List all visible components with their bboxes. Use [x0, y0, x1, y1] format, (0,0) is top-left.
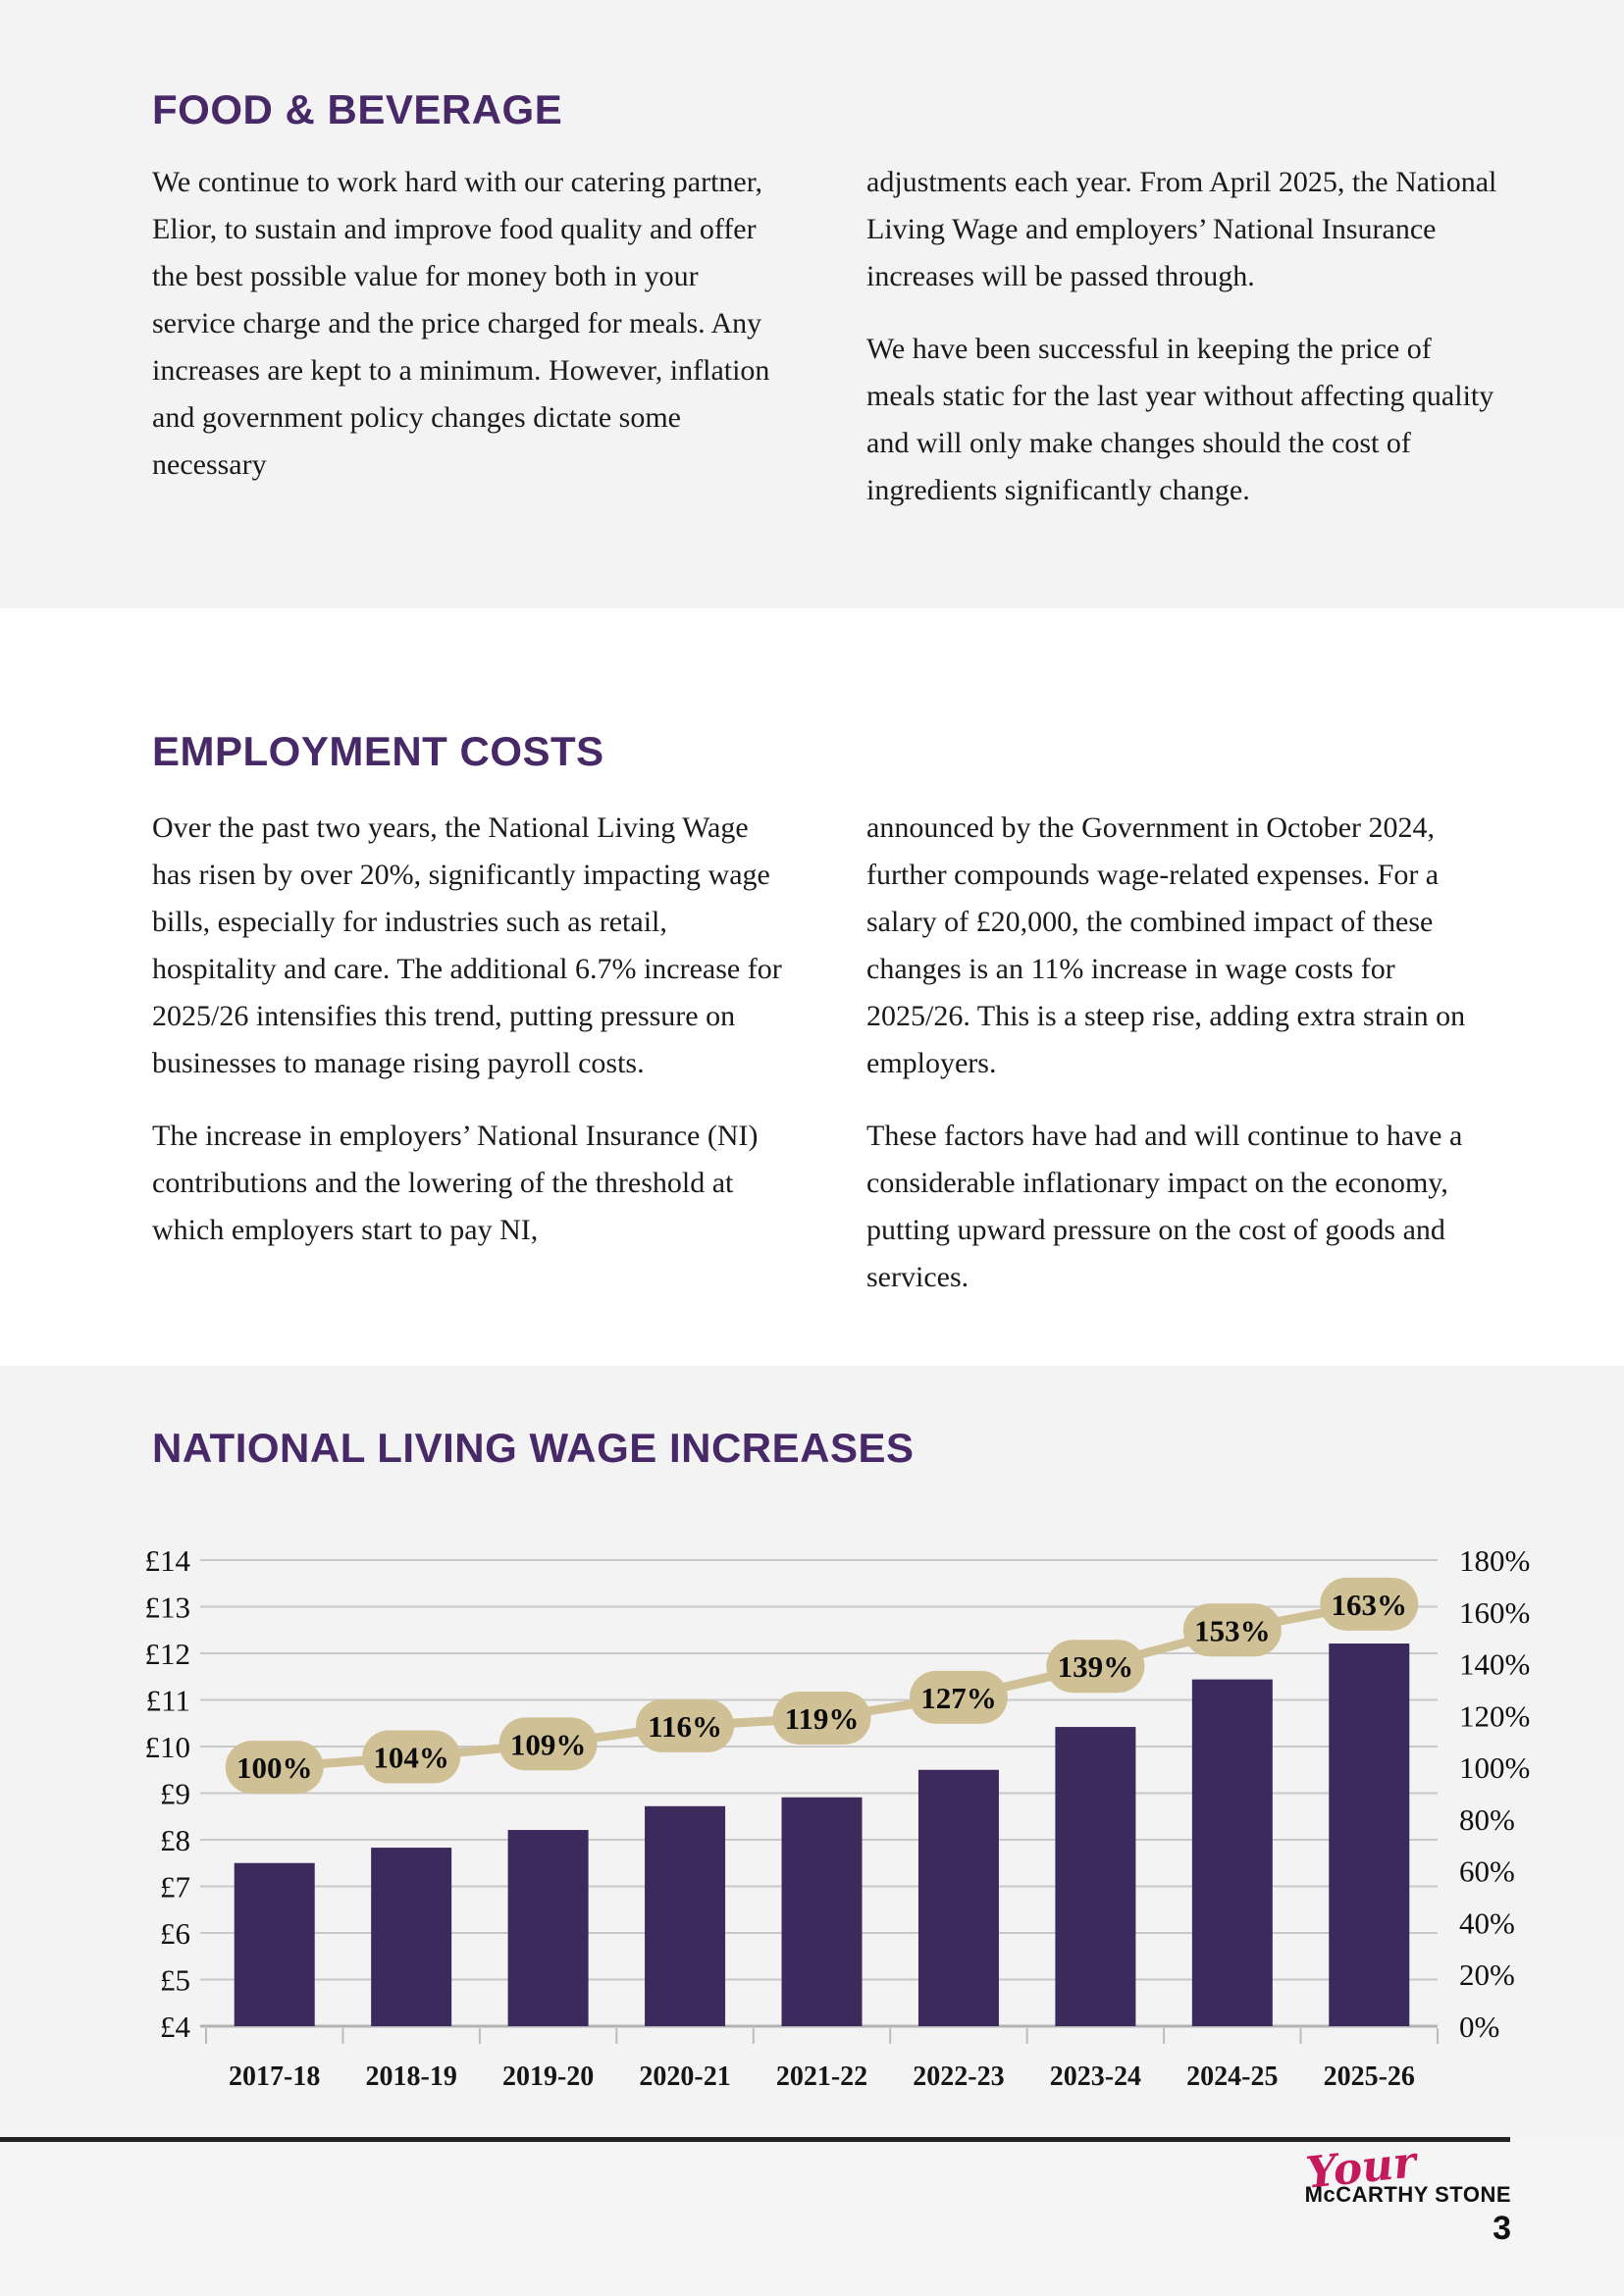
- x-category-label: 2019-20: [502, 2061, 594, 2092]
- employment-costs-heading: EMPLOYMENT COSTS: [152, 728, 604, 774]
- percentage-pill: [362, 1730, 461, 1784]
- bar-2019-20: [507, 1830, 589, 2026]
- page-footer: Your McCARTHY STONE 3: [0, 2137, 1624, 2296]
- right-axis-tick-label: 100%: [1459, 1750, 1530, 1785]
- x-category-label: 2025-26: [1324, 2061, 1415, 2092]
- left-axis-tick-label: £6: [160, 1916, 190, 1951]
- paragraph: We have been successful in keeping the p…: [866, 333, 1494, 506]
- percentage-pill-label: 127%: [920, 1681, 997, 1715]
- percentage-pill: [772, 1691, 871, 1745]
- right-axis-tick-label: 0%: [1459, 2009, 1499, 2044]
- chart-section: NATIONAL LIVING WAGE INCREASES £4 £5 £6 £7 £…: [0, 1366, 1624, 2137]
- food-beverage-col1: We continue to work hard with our cateri…: [152, 159, 788, 540]
- left-axis-tick-label: £4: [160, 2009, 191, 2044]
- food-beverage-heading: FOOD & BEVERAGE: [152, 86, 563, 132]
- left-axis-tick-label: £13: [145, 1591, 191, 1625]
- employment-costs-col2: announced by the Government in October 2…: [866, 805, 1502, 1327]
- paragraph: adjustments each year. From April 2025, …: [866, 166, 1497, 292]
- percentage-pill-label: 116%: [648, 1709, 722, 1744]
- left-axis-tick-label: £9: [160, 1777, 190, 1811]
- right-axis-tick-label: 60%: [1459, 1854, 1515, 1889]
- x-category-label: 2023-24: [1050, 2061, 1141, 2092]
- x-category-label: 2021-22: [776, 2061, 867, 2092]
- percentage-pill-label: 109%: [510, 1727, 587, 1761]
- food-beverage-columns: We continue to work hard with our cateri…: [152, 159, 1502, 540]
- percentage-pill: [909, 1670, 1008, 1724]
- x-category-label: 2024-25: [1186, 2061, 1278, 2092]
- food-beverage-col2: adjustments each year. From April 2025, …: [866, 159, 1502, 540]
- nlw-chart: £4 £5 £6 £7 £8 £9 £10 £11 £12 £13 £14 0% 20% 40% 60% 80…: [93, 1536, 1531, 2124]
- left-axis-tick-label: £8: [160, 1823, 190, 1857]
- percentage-pill-label: 119%: [785, 1701, 860, 1736]
- chart-title: NATIONAL LIVING WAGE INCREASES: [152, 1425, 915, 1471]
- percentage-pill: [1320, 1577, 1419, 1631]
- right-axis-tick-label: 40%: [1459, 1905, 1515, 1940]
- bar-2017-18: [234, 1862, 315, 2026]
- bar-2020-21: [645, 1805, 726, 2026]
- percentage-pill-label: 100%: [236, 1750, 313, 1785]
- percentage-pill: [498, 1717, 598, 1771]
- x-category-label: 2017-18: [229, 2061, 320, 2092]
- footer-rule: [0, 2137, 1510, 2142]
- left-axis-tick-label: £10: [145, 1730, 191, 1764]
- percentage-pill-label: 139%: [1058, 1649, 1134, 1684]
- paragraph: The increase in employers’ National Insu…: [152, 1120, 759, 1246]
- left-axis-tick-label: £7: [160, 1870, 190, 1905]
- right-axis-tick-label: 180%: [1459, 1543, 1530, 1578]
- employment-costs-col1: Over the past two years, the National Li…: [152, 805, 788, 1327]
- x-category-label: 2020-21: [639, 2061, 730, 2092]
- brand-logo-name: McCARTHY STONE: [1304, 2182, 1511, 2207]
- paragraph: announced by the Government in October 2…: [866, 811, 1466, 1079]
- nlw-chart-svg: £4 £5 £6 £7 £8 £9 £10 £11 £12 £13 £14 0% 20% 40% 60% 80…: [145, 1543, 1531, 2092]
- right-axis-tick-label: 140%: [1459, 1647, 1530, 1682]
- page-number: 3: [1493, 2210, 1511, 2247]
- paragraph: Over the past two years, the National Li…: [152, 811, 782, 1079]
- x-category-label: 2018-19: [366, 2061, 457, 2092]
- left-axis-tick-label: £5: [160, 1963, 190, 1998]
- employment-costs-columns: Over the past two years, the National Li…: [152, 805, 1502, 1327]
- x-category-label: 2022-23: [913, 2061, 1004, 2092]
- right-axis-tick-label: 80%: [1459, 1802, 1515, 1837]
- percentage-pill-label: 104%: [373, 1741, 449, 1775]
- left-axis-tick-label: £11: [146, 1684, 190, 1718]
- right-axis-tick-label: 160%: [1459, 1595, 1530, 1630]
- right-axis-tick-label: 20%: [1459, 1957, 1515, 1992]
- bar-2018-19: [371, 1848, 452, 2026]
- percentage-pill-label: 153%: [1194, 1613, 1271, 1647]
- bar-2023-24: [1055, 1727, 1136, 2026]
- percentage-pill-label: 163%: [1332, 1588, 1408, 1622]
- food-beverage-section: FOOD & BEVERAGE We continue to work hard…: [0, 0, 1624, 608]
- paragraph: We continue to work hard with our cateri…: [152, 166, 770, 481]
- bar-2021-22: [781, 1797, 863, 2026]
- percentage-pill: [225, 1741, 324, 1795]
- paragraph: These factors have had and will continue…: [866, 1120, 1463, 1293]
- bar-2022-23: [917, 1769, 999, 2026]
- percentage-pill: [1046, 1640, 1145, 1694]
- employment-costs-section: EMPLOYMENT COSTS Over the past two years…: [0, 608, 1624, 1366]
- right-axis-tick-label: 120%: [1459, 1698, 1530, 1733]
- bar-2024-25: [1191, 1679, 1273, 2026]
- bar-2025-26: [1329, 1644, 1410, 2026]
- percentage-pill: [1182, 1603, 1282, 1657]
- left-axis-tick-label: £14: [145, 1543, 191, 1578]
- left-axis-tick-label: £12: [145, 1637, 191, 1671]
- percentage-pill: [636, 1698, 735, 1752]
